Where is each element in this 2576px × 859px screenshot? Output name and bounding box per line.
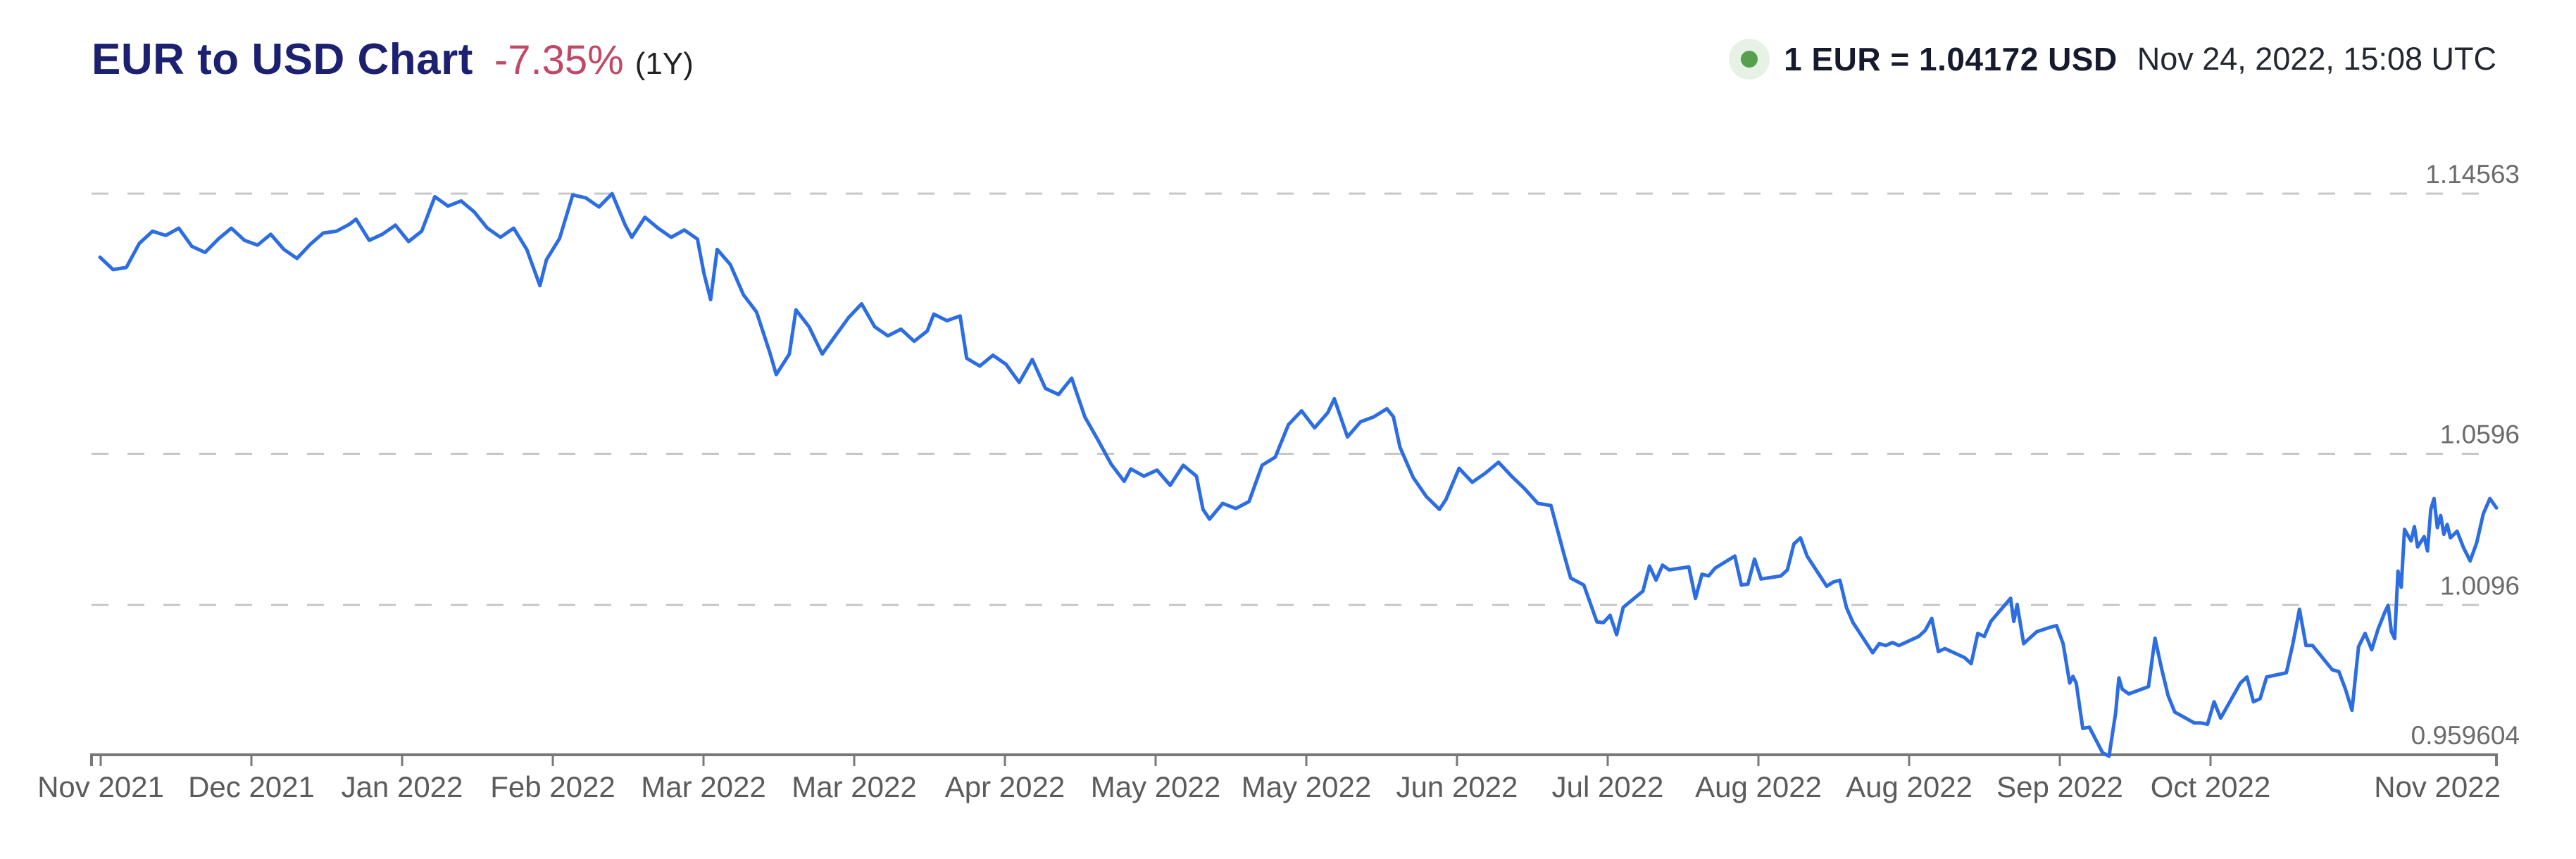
x-axis-label: Nov 2022 <box>2374 770 2501 803</box>
x-axis-label: Apr 2022 <box>945 770 1065 803</box>
live-rate-group: 1 EUR = 1.04172 USD Nov 24, 2022, 15:08 … <box>1729 39 2496 80</box>
x-axis-label: Aug 2022 <box>1695 770 1822 803</box>
live-indicator-icon <box>1729 39 1770 80</box>
chart-header: EUR to USD Chart -7.35% (1Y) 1 EUR = 1.0… <box>92 24 2496 94</box>
x-axis <box>90 753 2498 766</box>
x-axis-label: Jul 2022 <box>1552 770 1664 803</box>
x-axis-label: Jan 2022 <box>342 770 463 803</box>
rate-line <box>98 192 2499 758</box>
x-axis-label: Mar 2022 <box>792 770 916 803</box>
x-axis-label: Sep 2022 <box>1996 770 2123 803</box>
x-axis-label: Dec 2021 <box>188 770 315 803</box>
page-title: EUR to USD Chart <box>92 35 473 84</box>
x-axis-label: Nov 2021 <box>37 770 164 803</box>
change-percent: -7.35% <box>494 37 624 83</box>
x-axis-label: Jun 2022 <box>1396 770 1518 803</box>
green-dot-icon <box>1741 51 1758 68</box>
title-group: EUR to USD Chart -7.35% (1Y) <box>92 35 694 84</box>
y-axis-label: 1.14563 <box>2425 160 2520 189</box>
rate-timestamp: Nov 24, 2022, 15:08 UTC <box>2137 41 2496 77</box>
x-axis-label: Feb 2022 <box>490 770 615 803</box>
x-axis-label: May 2022 <box>1242 770 1371 803</box>
y-axis-label: 1.0096 <box>2440 571 2520 600</box>
x-axis-label: Aug 2022 <box>1846 770 1972 803</box>
y-axis-label: 1.0596 <box>2440 420 2520 449</box>
range-label: (1Y) <box>634 46 694 81</box>
x-axis-label: May 2022 <box>1091 770 1220 803</box>
y-axis-label: 0.959604 <box>2411 721 2520 750</box>
current-rate: 1 EUR = 1.04172 USD <box>1784 41 2118 77</box>
x-axis-label: Oct 2022 <box>2151 770 2270 803</box>
x-axis-label: Mar 2022 <box>641 770 765 803</box>
